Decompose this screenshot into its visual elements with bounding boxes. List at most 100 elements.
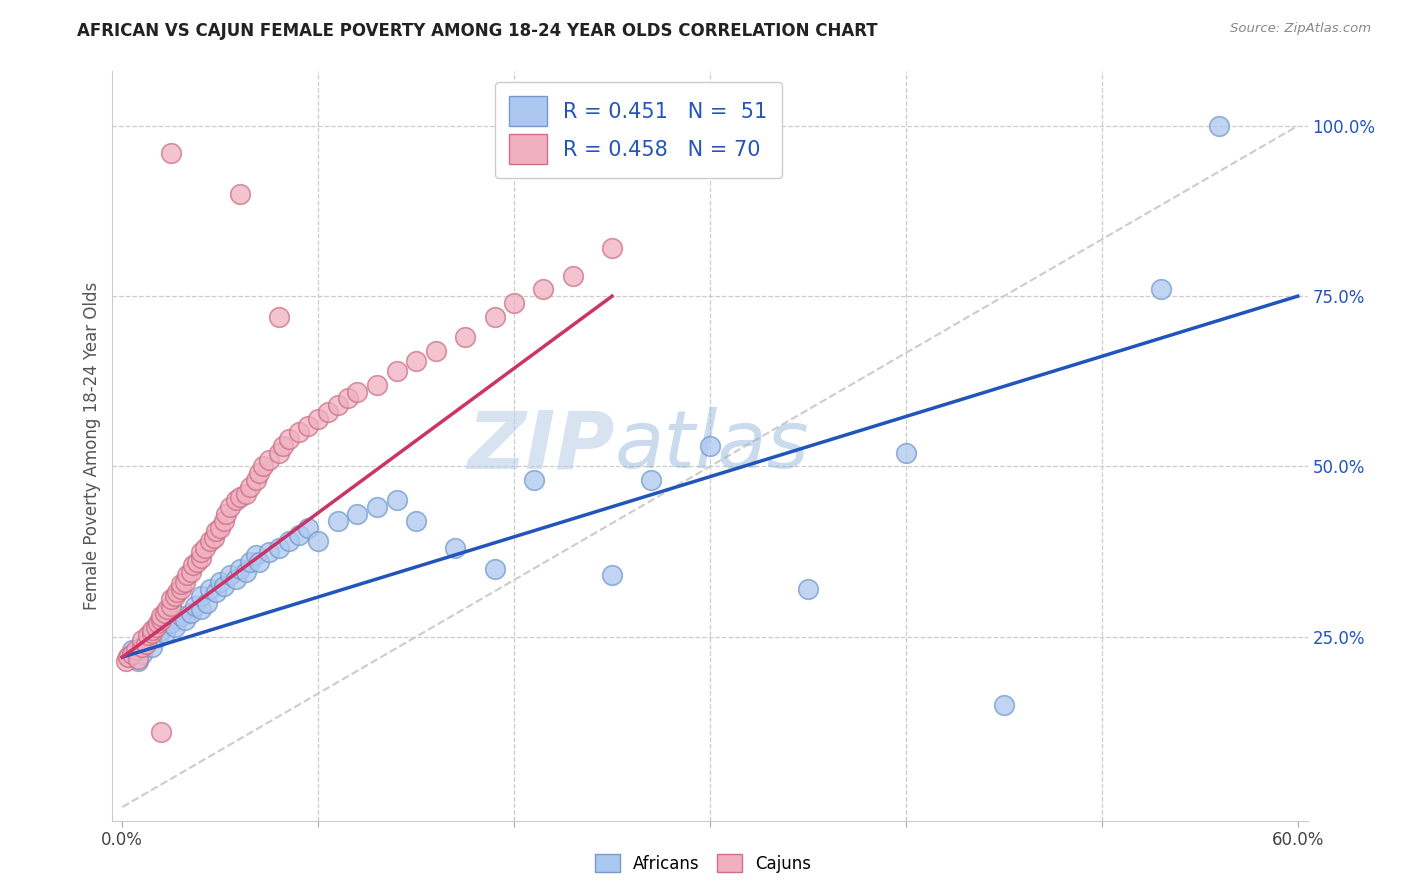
Point — [117, 650, 139, 665]
Point — [125, 643, 148, 657]
Point — [484, 310, 506, 324]
Point — [405, 354, 427, 368]
Text: ZIP: ZIP — [467, 407, 614, 485]
Point — [170, 576, 193, 591]
Point — [894, 446, 917, 460]
Point — [170, 609, 193, 624]
Point — [190, 544, 212, 558]
Point — [200, 582, 222, 596]
Point — [239, 555, 262, 569]
Point — [135, 636, 157, 650]
Point — [225, 493, 247, 508]
Point — [307, 534, 329, 549]
Point — [176, 568, 198, 582]
Point — [523, 473, 546, 487]
Point — [215, 507, 238, 521]
Point — [271, 439, 294, 453]
Point — [135, 636, 157, 650]
Point — [640, 473, 662, 487]
Point — [181, 558, 204, 573]
Point — [174, 613, 197, 627]
Point — [155, 626, 177, 640]
Point — [205, 585, 228, 599]
Point — [190, 551, 212, 566]
Text: atlas: atlas — [614, 407, 810, 485]
Text: AFRICAN VS CAJUN FEMALE POVERTY AMONG 18-24 YEAR OLDS CORRELATION CHART: AFRICAN VS CAJUN FEMALE POVERTY AMONG 18… — [77, 22, 877, 40]
Point — [121, 647, 143, 661]
Point — [156, 602, 179, 616]
Point — [174, 575, 197, 590]
Point — [252, 459, 274, 474]
Point — [326, 398, 349, 412]
Text: Source: ZipAtlas.com: Source: ZipAtlas.com — [1230, 22, 1371, 36]
Point — [136, 628, 159, 642]
Point — [454, 330, 477, 344]
Point — [797, 582, 820, 596]
Point — [160, 146, 183, 161]
Point — [405, 514, 427, 528]
Point — [229, 186, 252, 201]
Point — [150, 623, 173, 637]
Point — [225, 572, 247, 586]
Point — [245, 548, 267, 562]
Point — [277, 432, 299, 446]
Point — [150, 613, 173, 627]
Point — [160, 592, 183, 607]
Point — [165, 619, 187, 633]
Point — [160, 599, 183, 613]
Point — [166, 585, 188, 599]
Point — [533, 282, 555, 296]
Point — [150, 609, 173, 624]
Point — [180, 606, 202, 620]
Y-axis label: Female Poverty Among 18-24 Year Olds: Female Poverty Among 18-24 Year Olds — [83, 282, 101, 610]
Point — [170, 582, 193, 596]
Point — [219, 500, 242, 515]
Point — [267, 310, 290, 324]
Point — [184, 599, 207, 613]
Point — [115, 654, 138, 668]
Point — [131, 633, 153, 648]
Point — [307, 411, 329, 425]
Point — [385, 364, 408, 378]
Point — [249, 467, 271, 481]
Point — [165, 589, 187, 603]
Point — [180, 565, 202, 579]
Point — [212, 514, 235, 528]
Point — [267, 541, 290, 556]
Point — [219, 568, 242, 582]
Point — [366, 377, 388, 392]
Point — [484, 561, 506, 575]
Point — [186, 555, 208, 569]
Point — [993, 698, 1015, 712]
Point — [346, 507, 368, 521]
Point — [235, 486, 257, 500]
Point — [229, 561, 252, 575]
Legend: R = 0.451   N =  51, R = 0.458   N = 70: R = 0.451 N = 51, R = 0.458 N = 70 — [495, 82, 782, 178]
Point — [127, 651, 149, 665]
Point — [145, 619, 167, 633]
Point — [150, 725, 173, 739]
Point — [699, 439, 721, 453]
Point — [503, 296, 526, 310]
Point — [160, 616, 183, 631]
Point — [146, 630, 169, 644]
Point — [257, 452, 280, 467]
Point — [561, 268, 583, 283]
Point — [127, 654, 149, 668]
Point — [1208, 119, 1230, 133]
Point — [190, 589, 212, 603]
Legend: Africans, Cajuns: Africans, Cajuns — [588, 847, 818, 880]
Point — [600, 568, 623, 582]
Point — [297, 521, 319, 535]
Point — [444, 541, 467, 556]
Point — [205, 524, 228, 538]
Point — [155, 606, 177, 620]
Point — [146, 616, 169, 631]
Point — [600, 242, 623, 256]
Point — [287, 425, 309, 440]
Point — [249, 555, 271, 569]
Point — [200, 534, 222, 549]
Point — [287, 527, 309, 541]
Point — [257, 544, 280, 558]
Point — [346, 384, 368, 399]
